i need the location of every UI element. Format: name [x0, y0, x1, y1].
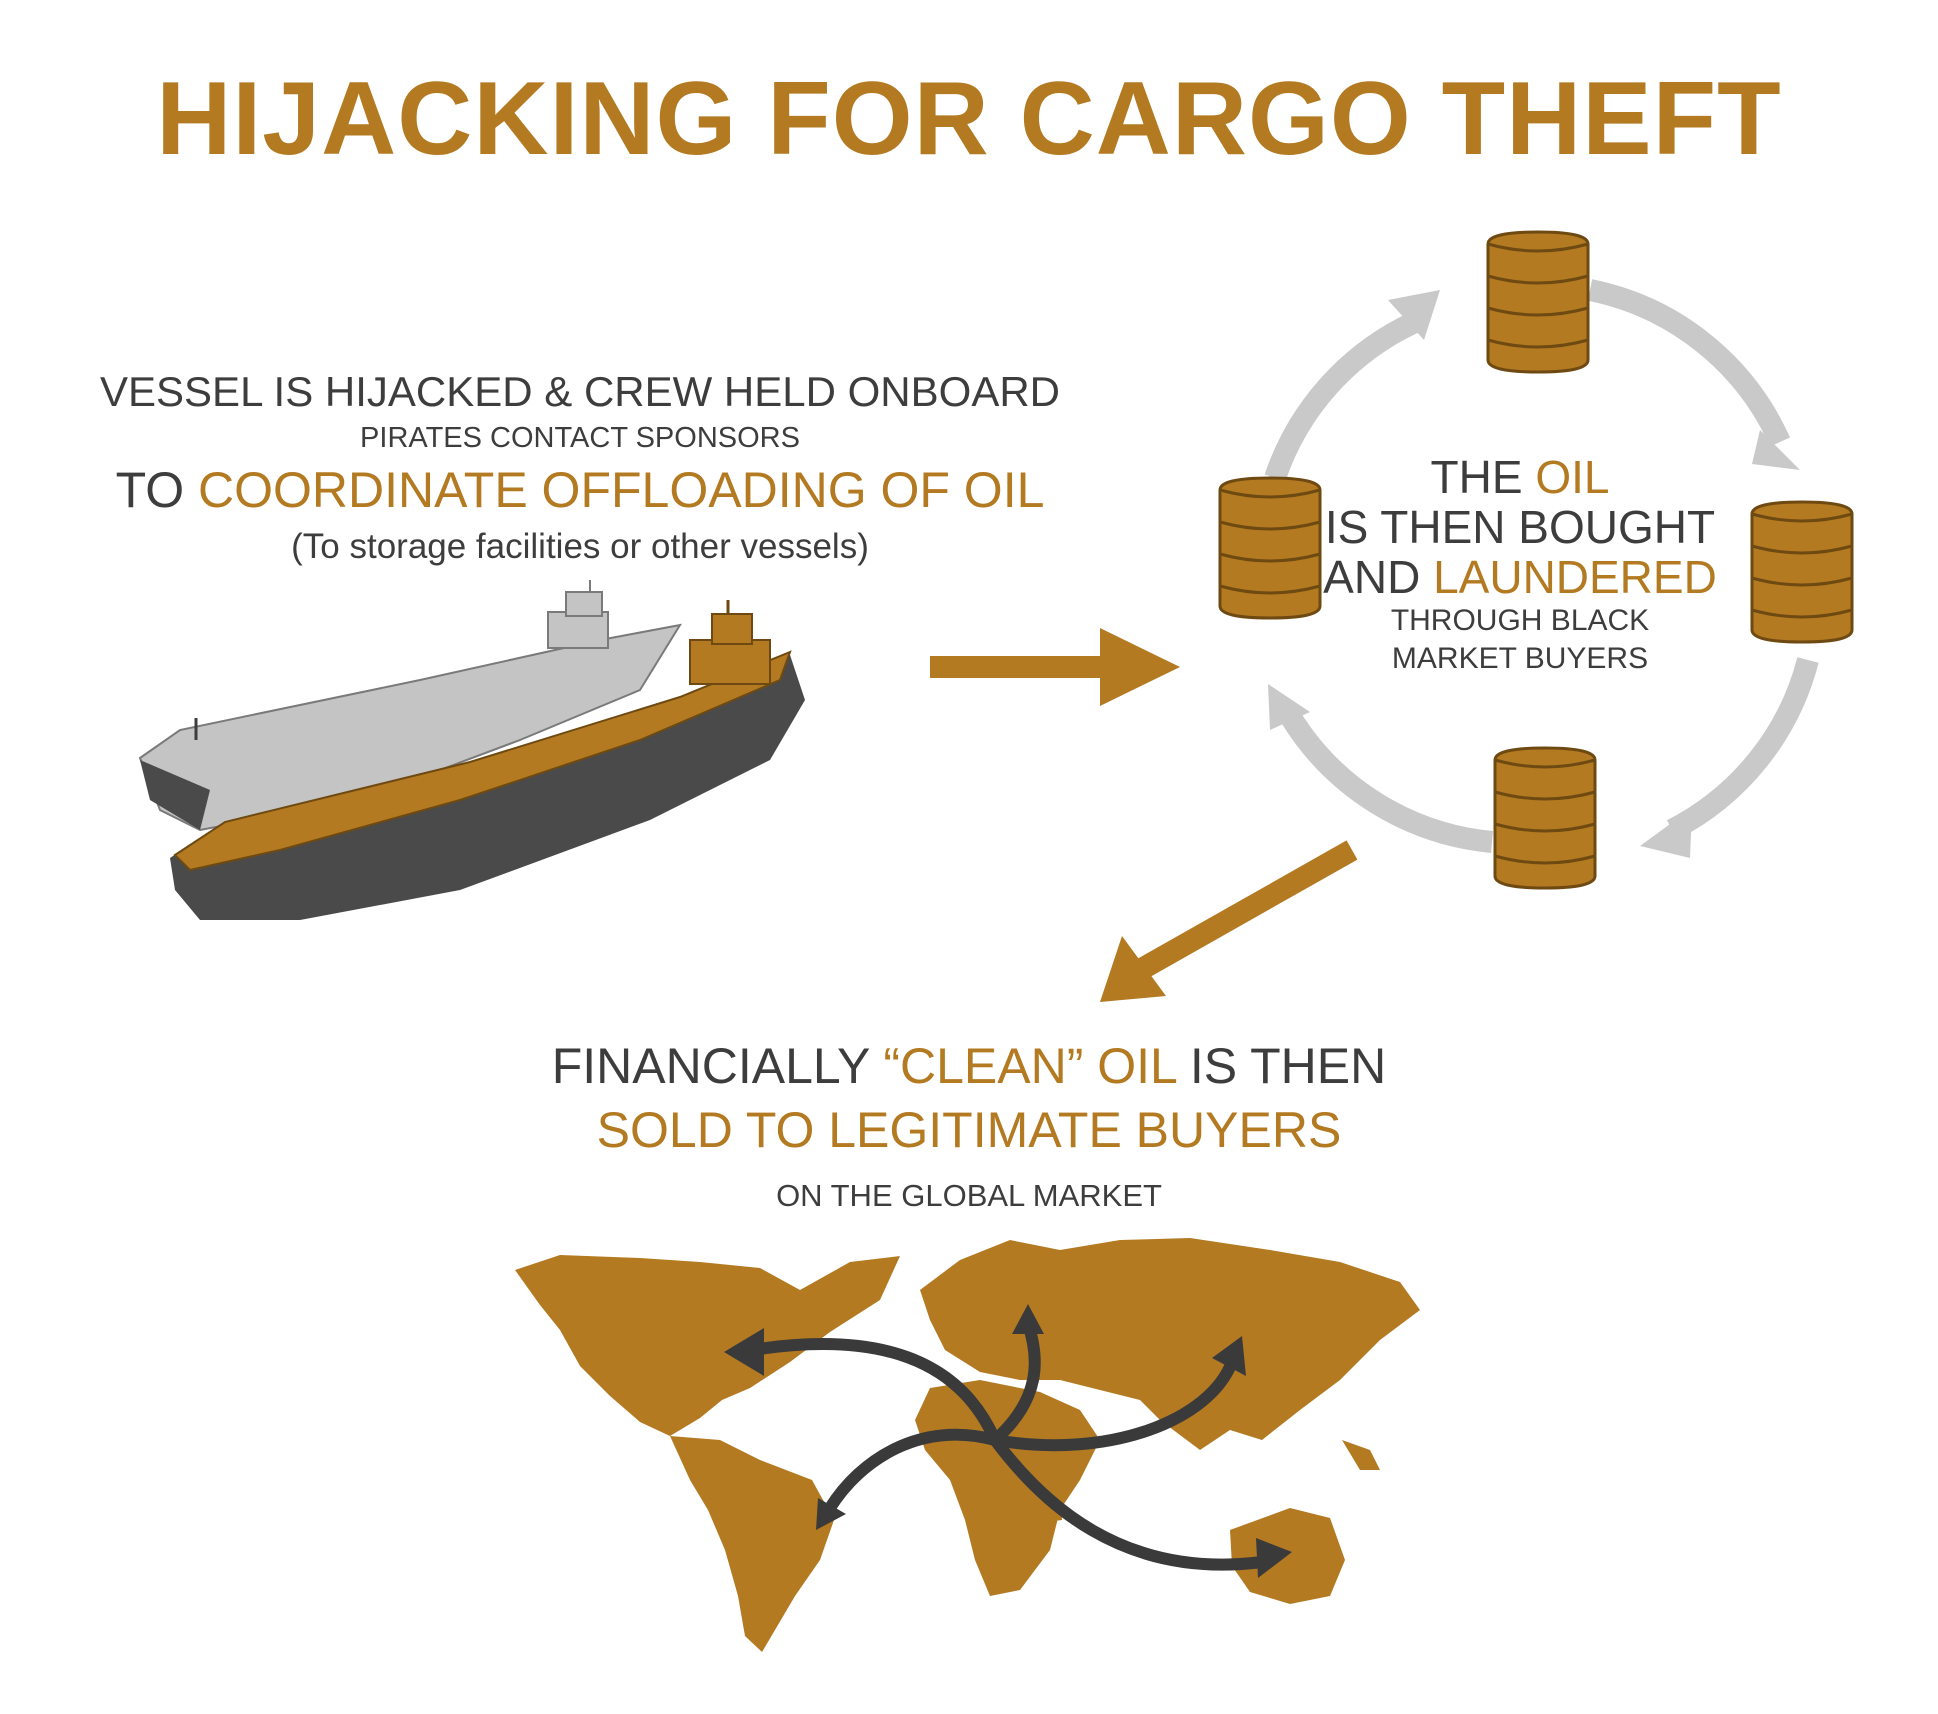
page-title: HIJACKING FOR CARGO THEFT: [156, 61, 1782, 177]
step3-line1-prefix: FINANCIALLY: [551, 1038, 870, 1094]
step1-line3: TO COORDINATE OFFLOADING OF OIL: [60, 461, 1100, 519]
step1-line3-highlight: COORDINATE OFFLOADING OF OIL: [198, 462, 1045, 518]
oil-barrel-icon: [1750, 500, 1854, 644]
step3-line1-suffix: IS THEN: [1189, 1038, 1387, 1094]
oil-barrel-icon: [1486, 230, 1590, 374]
tanker-ship-image: [138, 580, 805, 920]
oil-barrel-icon: [1218, 476, 1322, 620]
step1-line4: (To storage facilities or other vessels): [291, 527, 869, 566]
trade-route-arrow-icon: [746, 1318, 1268, 1571]
step1-line1: VESSEL IS HIJACKED & CREW HELD ONBOARD: [100, 368, 1060, 415]
world-map-image: [515, 1238, 1420, 1652]
flow-arrow-icon: [930, 628, 1180, 706]
step3-line1: FINANCIALLY “CLEAN” OIL IS THEN: [350, 1034, 1588, 1098]
step1-text: VESSEL IS HIJACKED & CREW HELD ONBOARD P…: [60, 368, 1100, 567]
step3-line3: ON THE GLOBAL MARKET: [776, 1178, 1162, 1213]
oil-barrel-icon: [1493, 746, 1597, 890]
flow-arrow-icon: [1100, 840, 1358, 1002]
step2-line4: THROUGH BLACK: [1390, 604, 1650, 637]
step3-line1-highlight: “CLEAN” OIL: [883, 1038, 1176, 1094]
step2-line5: MARKET BUYERS: [1391, 642, 1649, 675]
step3-line2: SOLD TO LEGITIMATE BUYERS: [596, 1102, 1342, 1158]
step2-line3-highlight: LAUNDERED: [1433, 551, 1717, 603]
step3-text: FINANCIALLY “CLEAN” OIL IS THEN SOLD TO …: [350, 1034, 1588, 1214]
step2-line3-prefix: AND: [1323, 551, 1421, 603]
step2-text: THE OIL IS THEN BOUGHT AND LAUNDERED THR…: [1300, 452, 1740, 678]
step2-line1-highlight: OIL: [1535, 451, 1610, 503]
step1-line3-prefix: TO: [115, 462, 185, 518]
step1-line2: PIRATES CONTACT SPONSORS: [360, 422, 800, 454]
step2-line3: AND LAUNDERED: [1300, 552, 1740, 602]
step2-line1-prefix: THE: [1430, 451, 1523, 503]
step2-line2: IS THEN BOUGHT: [1324, 501, 1716, 553]
cycle-arrow-icon: [1264, 279, 1819, 853]
step2-line1: THE OIL: [1300, 452, 1740, 502]
